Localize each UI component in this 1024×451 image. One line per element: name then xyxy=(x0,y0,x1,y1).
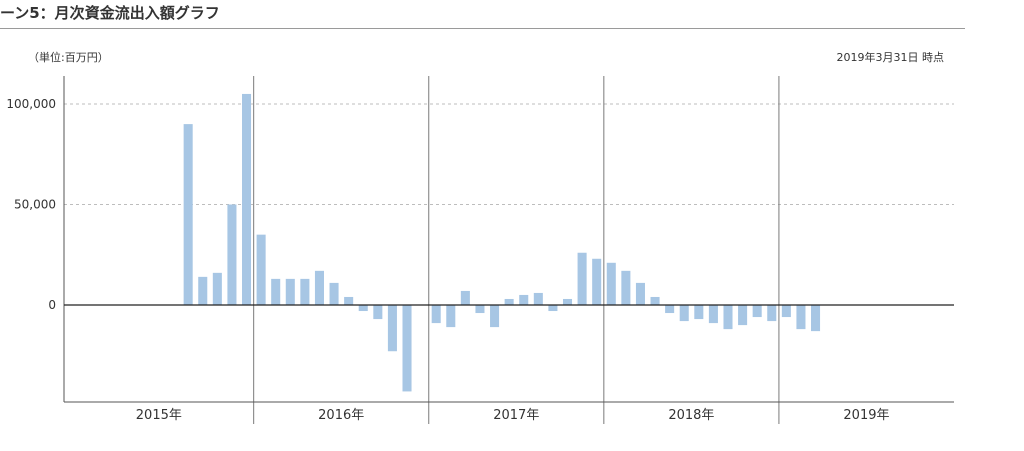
bar xyxy=(446,305,456,328)
bar xyxy=(767,305,777,322)
bar xyxy=(329,282,339,305)
bar xyxy=(811,305,821,332)
x-group-label: 2017年 xyxy=(493,408,539,423)
x-group-label: 2018年 xyxy=(668,408,714,423)
bar xyxy=(271,278,281,305)
x-group-label: 2016年 xyxy=(318,408,364,423)
bar xyxy=(475,305,485,314)
bar xyxy=(562,298,573,305)
bar xyxy=(723,305,733,330)
bar xyxy=(227,204,237,305)
bar xyxy=(752,305,762,318)
bar xyxy=(212,272,222,305)
bar xyxy=(490,305,500,328)
unit-label: （単位:百万円） xyxy=(28,51,109,64)
bar xyxy=(504,298,514,305)
bar xyxy=(198,276,208,305)
bar xyxy=(285,278,295,305)
bar xyxy=(796,305,806,330)
page-title: ーン5：月次資金流出入額グラフ xyxy=(0,4,220,22)
bar xyxy=(679,305,689,322)
bar xyxy=(635,282,645,305)
bar xyxy=(738,305,748,326)
bar xyxy=(183,124,193,305)
x-group-label: 2019年 xyxy=(843,408,889,423)
bar xyxy=(621,270,631,305)
bar xyxy=(781,305,791,318)
bar xyxy=(256,234,266,305)
bar xyxy=(577,252,587,305)
bar xyxy=(519,294,529,305)
x-group-label: 2015年 xyxy=(136,408,182,423)
y-tick-label: 100,000 xyxy=(6,97,56,111)
bar xyxy=(533,292,543,305)
bar xyxy=(373,305,383,320)
bar xyxy=(344,296,354,305)
bar xyxy=(300,278,310,305)
bar xyxy=(665,305,675,314)
bar xyxy=(314,270,324,305)
y-tick-label: 50,000 xyxy=(14,198,56,212)
title-divider xyxy=(0,28,965,29)
as-of-date: 2019年3月31日 時点 xyxy=(836,51,945,64)
bar xyxy=(708,305,718,324)
bar xyxy=(460,290,470,305)
bar xyxy=(694,305,704,320)
bar xyxy=(387,305,397,352)
bar xyxy=(592,258,602,305)
bar xyxy=(402,305,412,392)
bar xyxy=(242,93,252,305)
bar xyxy=(606,262,616,305)
bar xyxy=(548,305,558,312)
bar xyxy=(650,296,660,305)
bar xyxy=(431,305,441,324)
bar xyxy=(358,305,368,312)
y-tick-label: 0 xyxy=(48,298,56,312)
